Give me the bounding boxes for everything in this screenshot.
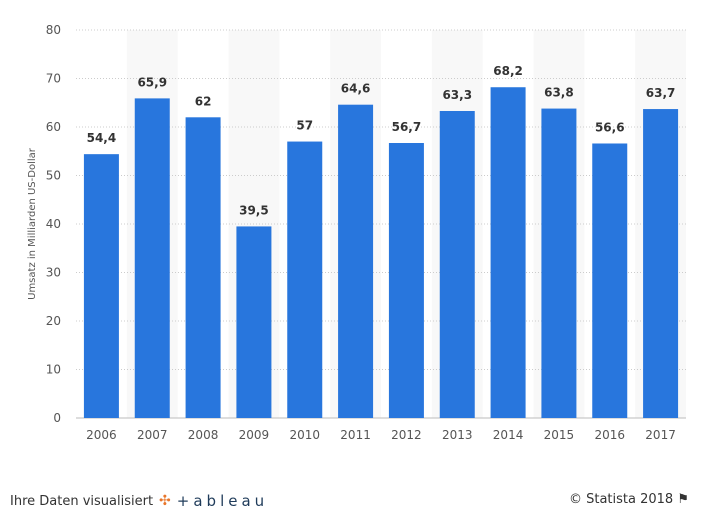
y-axis-label: Umsatz in Milliarden US-Dollar [27,147,38,300]
x-tick-label: 2017 [645,428,676,442]
data-label: 64,6 [341,82,371,96]
bar [236,226,272,418]
bar [439,110,475,419]
bar [83,154,119,418]
x-tick-label: 2007 [137,428,168,442]
y-tick-label: 80 [46,23,61,37]
data-label: 39,5 [239,203,269,217]
x-tick-label: 2009 [239,428,270,442]
data-label: 63,7 [646,86,676,100]
bar [388,143,424,418]
credit-text: Ihre Daten visualisiert [10,493,154,509]
flag-icon: ⚑ [677,492,689,507]
y-tick-label: 20 [46,314,61,328]
data-label: 68,2 [493,64,523,78]
data-label: 65,9 [137,75,167,89]
y-tick-label: 10 [46,363,61,377]
x-tick-label: 2010 [289,428,320,442]
data-label: 62 [195,94,212,108]
y-tick-label: 30 [46,266,61,280]
y-tick-label: 0 [53,411,61,425]
x-tick-label: 2016 [594,428,625,442]
copyright-text: © Statista 2018 [568,492,674,507]
tableau-logo-icon: ✣ [159,493,171,509]
x-tick-label: 2008 [188,428,219,442]
bar [541,108,577,418]
data-label: 63,3 [442,88,472,102]
x-tick-label: 2015 [544,428,575,442]
bar [185,117,221,419]
data-label: 56,7 [392,120,422,134]
tableau-logo-text: +ableau [176,492,269,510]
y-tick-label: 40 [46,217,61,231]
y-tick-label: 70 [46,72,61,86]
bar [643,109,679,419]
y-tick-label: 60 [46,120,61,134]
bar [490,87,526,418]
x-tick-label: 2006 [86,428,117,442]
x-tick-label: 2013 [442,428,473,442]
x-tick-label: 2014 [493,428,524,442]
bar [592,143,628,419]
tableau-credit[interactable]: Ihre Daten visualisiert ✣ +ableau [10,492,268,510]
bar-chart: 0 10 20 30 40 50 60 70 80 Umsatz in Milliarden US… [27,23,686,442]
data-label: 57 [296,119,313,133]
x-tick-label: 2012 [391,428,422,442]
data-label: 56,6 [595,120,625,134]
y-tick-label: 50 [46,169,61,183]
bar [338,104,374,418]
bar [287,141,323,419]
bar [134,98,170,418]
copyright[interactable]: © Statista 2018 ⚑ [569,492,689,507]
data-label: 63,8 [544,86,574,100]
data-label: 54,4 [87,131,117,145]
x-tick-label: 2011 [340,428,371,442]
